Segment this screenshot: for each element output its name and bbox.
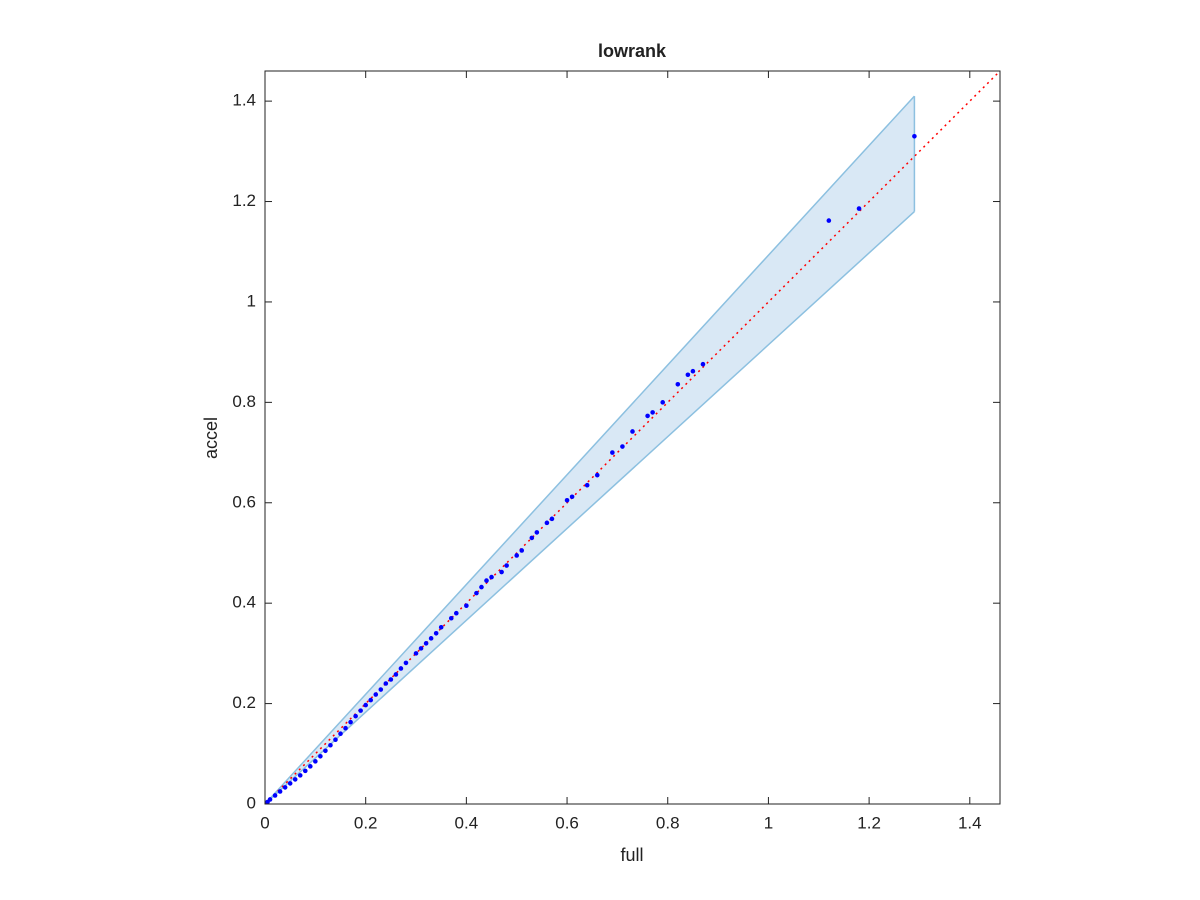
y-tick-label: 0.4 xyxy=(232,593,256,612)
point xyxy=(489,574,494,580)
y-tick-label: 0 xyxy=(247,793,256,812)
point xyxy=(610,450,615,455)
point xyxy=(685,372,691,378)
point xyxy=(660,400,666,405)
point xyxy=(474,590,479,596)
x-axis-label: full xyxy=(620,845,643,865)
point xyxy=(594,472,600,478)
point xyxy=(328,742,333,748)
x-tick-label: 0.4 xyxy=(455,813,479,832)
point xyxy=(343,725,348,731)
point xyxy=(534,530,540,535)
point xyxy=(368,697,374,703)
point xyxy=(569,494,575,500)
point xyxy=(297,773,303,778)
point xyxy=(650,410,655,415)
plot-frame xyxy=(264,70,1001,805)
point xyxy=(378,687,384,692)
x-tick-label: 1.2 xyxy=(857,813,881,832)
y-tick-label: 0.6 xyxy=(232,492,256,511)
point xyxy=(700,361,706,367)
x-tick-label: 1.4 xyxy=(958,813,982,832)
x-tick-label: 0 xyxy=(260,813,269,832)
y-axis-label: accel xyxy=(201,417,221,459)
point xyxy=(564,497,570,503)
point xyxy=(373,692,379,697)
x-tick-label: 1 xyxy=(764,813,773,832)
reference-line xyxy=(264,70,1001,805)
point xyxy=(514,553,520,558)
point xyxy=(675,381,681,387)
point xyxy=(302,768,308,774)
point xyxy=(313,759,318,764)
point xyxy=(282,785,288,790)
point xyxy=(544,520,550,526)
band-upper xyxy=(264,95,915,805)
point xyxy=(584,482,590,488)
point xyxy=(403,660,409,666)
point xyxy=(504,563,509,568)
point xyxy=(287,781,293,786)
point xyxy=(323,748,328,754)
point xyxy=(529,535,535,541)
y-tick-label: 1.4 xyxy=(232,91,256,110)
point xyxy=(464,603,469,608)
point xyxy=(454,610,459,616)
point xyxy=(428,636,434,641)
point xyxy=(393,672,399,677)
y-tick-label: 0.2 xyxy=(232,693,256,712)
point xyxy=(630,429,635,434)
point xyxy=(549,516,555,522)
point xyxy=(418,646,424,651)
y-tick-label: 0.8 xyxy=(232,392,256,411)
point xyxy=(826,218,832,223)
point xyxy=(358,708,363,713)
point xyxy=(433,631,439,636)
point xyxy=(519,548,525,553)
point xyxy=(413,651,419,656)
point xyxy=(267,797,273,802)
x-tick-label: 0.2 xyxy=(354,813,378,832)
y-tick-label: 1 xyxy=(247,291,256,310)
x-tick-label: 0.6 xyxy=(555,813,579,832)
point xyxy=(277,789,283,794)
point xyxy=(318,754,323,759)
point xyxy=(484,578,489,583)
x-tick-label: 0.8 xyxy=(656,813,680,832)
point xyxy=(333,737,338,743)
point xyxy=(448,615,454,621)
chart-title: lowrank xyxy=(598,41,667,61)
point xyxy=(272,793,278,798)
point xyxy=(912,133,917,139)
point xyxy=(499,569,504,575)
point xyxy=(398,666,404,671)
point xyxy=(348,719,353,725)
point xyxy=(308,764,313,769)
point xyxy=(383,681,389,686)
point xyxy=(292,777,298,782)
point xyxy=(620,444,625,449)
point xyxy=(338,731,343,737)
point xyxy=(690,368,696,374)
point xyxy=(423,641,429,646)
band-lower xyxy=(264,211,915,805)
point xyxy=(479,584,484,590)
point xyxy=(645,413,650,419)
point xyxy=(388,677,394,682)
point xyxy=(363,702,368,708)
point xyxy=(353,713,358,719)
point xyxy=(438,624,444,630)
y-tick-label: 1.2 xyxy=(232,191,256,210)
point xyxy=(856,206,862,211)
